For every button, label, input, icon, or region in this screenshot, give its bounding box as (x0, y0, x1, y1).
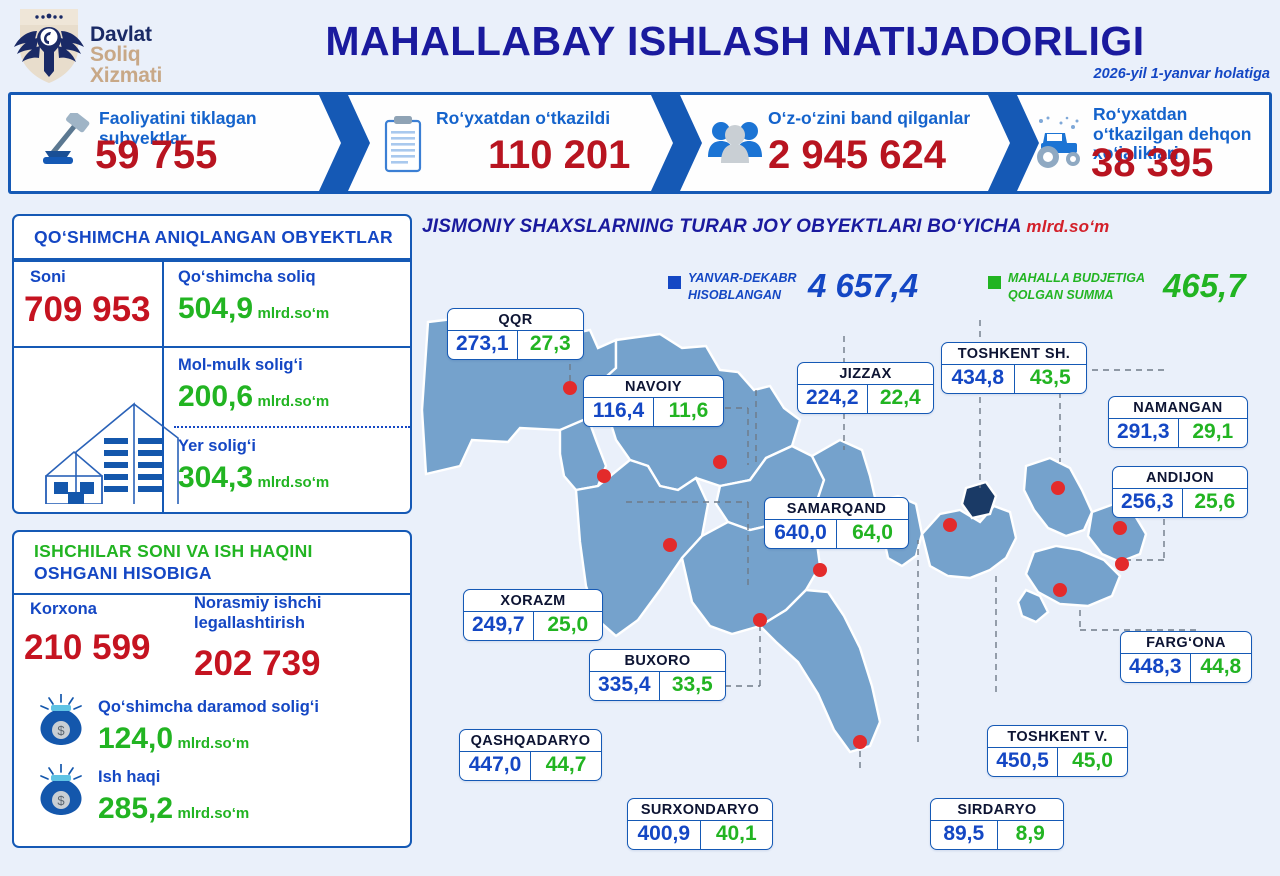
tractor-icon (1037, 116, 1080, 168)
panel-objects-heading: QO‘SHIMCHA ANIQLANGAN OBYEKTLAR (14, 216, 410, 260)
eagle-emblem-icon (14, 9, 84, 83)
people-icon (708, 122, 762, 163)
buildings-icon (45, 402, 179, 504)
divider (14, 260, 410, 262)
region-box-surxondaryo[interactable]: SURXONDARYO 400,9 40,1 (627, 798, 773, 850)
additional-tax-label: Qo‘shimcha soliq (178, 268, 316, 286)
kpi-value: 59 755 (95, 133, 218, 177)
workers-heading-line1: ISHCHILAR SONI VA ISH HAQINI (34, 541, 313, 561)
region-box-qqr[interactable]: QQR 273,1 27,3 (447, 308, 584, 360)
report-date: 2026-yil 1-yanvar holatiga (1093, 66, 1271, 82)
page-title: MAHALLABAY ISHLASH NATIJADORLIGI (325, 18, 1145, 64)
region-box-samarqand[interactable]: SAMARQAND 640,0 64,0 (764, 497, 909, 549)
region-box-andijon[interactable]: ANDIJON 256,3 25,6 (1112, 466, 1248, 518)
gavel-icon (43, 113, 90, 164)
region-box-toshkent-region[interactable]: TOSHKENT V. 450,5 45,0 (987, 725, 1128, 777)
kpi-card-restored-subjects[interactable]: Faoliyatini tiklagan subyektlar 59 755 (11, 95, 341, 191)
legend-accrued: YANVAR-DEKABR HISOBLANGAN 4 657,4 (668, 267, 938, 310)
logo-line-2: Soliq (90, 43, 141, 67)
kpi-strip: Faoliyatini tiklagan subyektlar 59 755 R… (8, 92, 1272, 194)
legend-swatch (668, 276, 681, 289)
panel-workers: ISHCHILAR SONI VA ISH HAQINI OSHGANI HIS… (12, 530, 412, 848)
kpi-label: O‘z-o‘zini band qilganlar (768, 108, 971, 128)
page-header: Davlat Soliq Xizmati MAHALLABAY ISHLASH … (0, 0, 1280, 88)
kpi-value: 110 201 (488, 133, 631, 177)
legend-label: MAHALLA BUDJETIGA QOLGAN SUMMA (1008, 271, 1146, 302)
property-tax-value: 200,6 mlrd.so‘m (178, 380, 330, 413)
divider (14, 346, 410, 348)
legend-remaining: MAHALLA BUDJETIGA QOLGAN SUMMA 465,7 (988, 267, 1278, 310)
income-tax-label: Qo‘shimcha daramod solig‘i (98, 698, 319, 716)
money-bag-icon: $ (40, 764, 82, 815)
kpi-value: 2 945 624 (768, 133, 946, 177)
map-section-title: JISMONIY SHAXSLARNING TURAR JOY OBYEKTLA… (422, 216, 1109, 238)
informal-label: Norasmiy ishchi legallashtirish (194, 594, 322, 632)
legend-label: YANVAR-DEKABR HISOBLANGAN (688, 271, 797, 302)
svg-text:$: $ (57, 793, 65, 808)
legend-value: 4 657,4 (808, 267, 919, 304)
region-box-buxoro[interactable]: BUXORO 335,4 33,5 (589, 649, 726, 701)
region-box-xorazm[interactable]: XORAZM 249,7 25,0 (463, 589, 603, 641)
additional-tax-value: 504,9 mlrd.so‘m (178, 292, 330, 325)
region-box-jizzax[interactable]: JIZZAX 224,2 22,4 (797, 362, 934, 414)
map-title-text: JISMONIY SHAXSLARNING TURAR JOY OBYEKTLA… (422, 216, 1021, 237)
map-title-unit: mlrd.so‘m (1026, 217, 1110, 236)
kpi-value: 38 395 (1091, 141, 1214, 185)
legend-swatch (988, 276, 1001, 289)
property-tax-label: Mol-mulk solig‘i (178, 356, 303, 374)
logo-line-3: Xizmati (90, 63, 163, 87)
region-box-qashqadaryo[interactable]: QASHQADARYO 447,0 44,7 (459, 729, 602, 781)
income-tax-value: 124,0 mlrd.so‘m (98, 722, 250, 755)
enterprise-label: Korxona (30, 600, 97, 618)
salary-label: Ish haqi (98, 768, 161, 786)
document-icon (384, 116, 422, 173)
panel-workers-heading: ISHCHILAR SONI VA ISH HAQINI OSHGANI HIS… (14, 532, 410, 595)
objects-count-value: 709 953 (24, 290, 151, 329)
logo-line-1: Davlat (90, 23, 152, 46)
region-box-toshkent-city[interactable]: TOSHKENT SH. 434,8 43,5 (941, 342, 1087, 394)
legend-value: 465,7 (1163, 267, 1246, 304)
region-box-namangan[interactable]: NAMANGAN 291,3 29,1 (1108, 396, 1248, 448)
region-box-fargona[interactable]: FARG‘ONA 448,3 44,8 (1120, 631, 1252, 683)
kpi-label: Ro‘yxatdan o‘tkazildi (436, 108, 611, 128)
panel-additional-objects: QO‘SHIMCHA ANIQLANGAN OBYEKTLAR Soni 709… (12, 214, 412, 514)
informal-value: 202 739 (194, 644, 321, 683)
land-tax-value: 304,3 mlrd.so‘m (178, 461, 330, 494)
money-bag-icon: $ (40, 694, 82, 745)
divider (162, 260, 164, 512)
kpi-label: Ro‘yxatdan o‘tkazilgan dehqon xo‘jalikla… (1093, 104, 1252, 164)
capital-marker (970, 488, 990, 508)
logo: Davlat Soliq Xizmati (8, 3, 188, 87)
land-tax-label: Yer solig‘i (178, 437, 256, 455)
kpi-card-farms[interactable]: Ro‘yxatdan o‘tkazilgan dehqon xo‘jalikla… (1017, 95, 1269, 191)
region-box-sirdaryo[interactable]: SIRDARYO 89,5 8,9 (930, 798, 1064, 850)
workers-heading-line2: OSHGANI HISOBIGA (34, 562, 212, 583)
objects-count-label: Soni (30, 268, 66, 286)
region-box-navoiy[interactable]: NAVOIY 116,4 11,6 (583, 375, 724, 427)
kpi-card-registered[interactable]: Ro‘yxatdan o‘tkazildi 110 201 (348, 95, 673, 191)
kpi-card-self-employed[interactable]: O‘z-o‘zini band qilganlar 2 945 624 (680, 95, 1010, 191)
svg-text:$: $ (57, 723, 65, 738)
divider-dotted (174, 426, 410, 428)
salary-value: 285,2 mlrd.so‘m (98, 792, 250, 825)
enterprise-value: 210 599 (24, 628, 151, 667)
logo-text: Davlat Soliq Xizmati (90, 23, 163, 87)
kpi-label: Faoliyatini tiklagan subyektlar (99, 108, 257, 148)
